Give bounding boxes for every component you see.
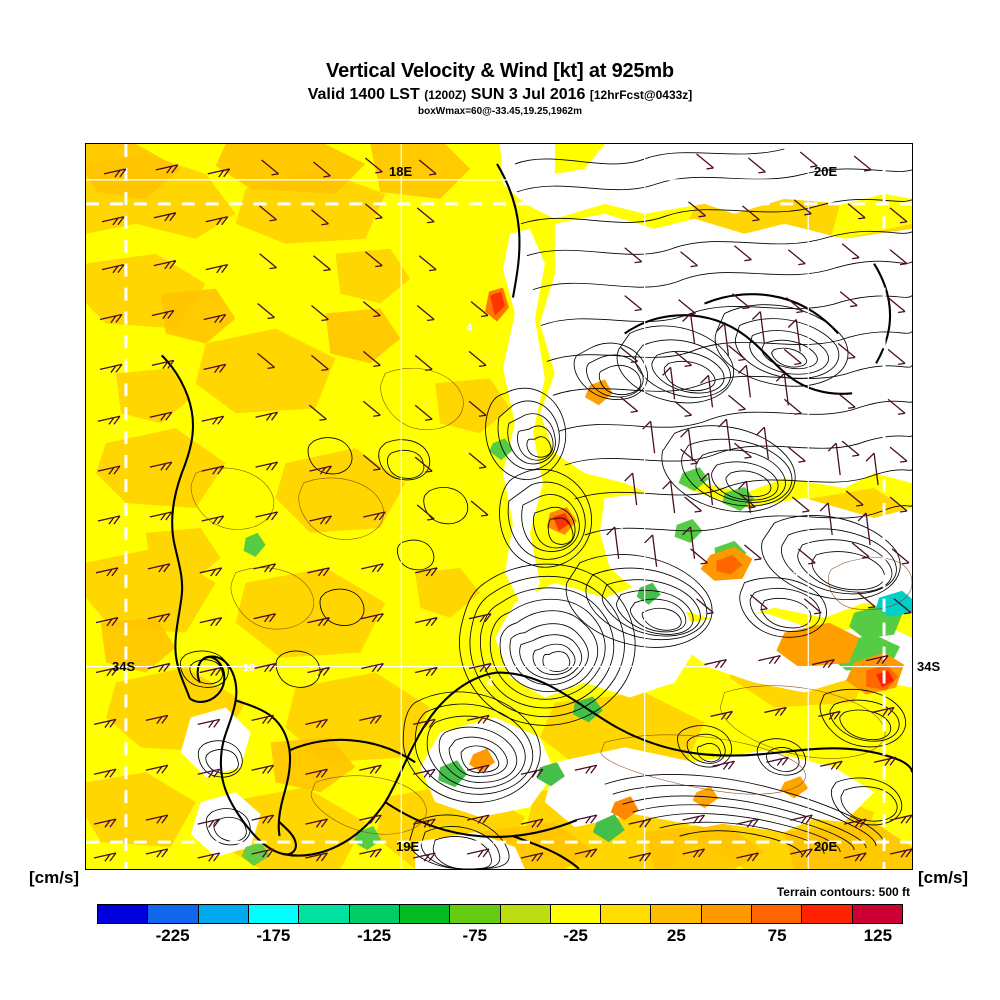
lon-label-19e-bottom: 19E [396, 839, 420, 854]
colorbar-segment[interactable] [550, 905, 602, 923]
colorbar-tick: -75 [462, 926, 488, 945]
colorbar-segment[interactable] [198, 905, 249, 923]
colorbar-segment[interactable] [500, 905, 551, 923]
colorbar-segment[interactable] [98, 905, 149, 923]
forecast-stamp: [12hrFcst@0433z] [589, 88, 693, 102]
colorbar-segment[interactable] [852, 905, 902, 923]
contour-value-label: 4 [544, 662, 551, 675]
lon-label-20e-top: 20E [814, 164, 838, 179]
map-panel[interactable]: 18E 20E 19E 20E 10 4 1 4 4 4 [85, 143, 913, 870]
map-canvas [86, 144, 912, 869]
colorbar-segment[interactable] [148, 905, 199, 923]
contour-value-label: 4 [465, 321, 473, 334]
colorbar-segment[interactable] [349, 905, 400, 923]
title-block: Vertical Velocity & Wind [kt] at 925mb V… [0, 60, 1000, 117]
colorbar-tick-labels: -225 -175 -125 -75 -25 25 75 125 [97, 926, 903, 950]
colorbar-segment[interactable] [299, 905, 350, 923]
colorbar-tick: -225 [155, 926, 190, 945]
terrain-contour-note: Terrain contours: 500 ft [774, 885, 912, 899]
lon-label-18e: 18E [389, 164, 413, 179]
valid-time-local: Valid 1400 LST [307, 86, 420, 103]
colorbar-segment[interactable] [248, 905, 300, 923]
colorbar-segment[interactable] [752, 905, 803, 923]
contour-value-label: 4 [792, 568, 799, 581]
valid-time-subtitle: Valid 1400 LST (1200Z) SUN 3 Jul 2016 [1… [0, 86, 1000, 104]
colorbar-tick: -25 [563, 926, 588, 945]
colorbar-segment[interactable] [802, 905, 853, 923]
colorbar-segment[interactable] [651, 905, 702, 923]
valid-day: SUN 3 Jul 2016 [470, 86, 586, 103]
colorbar-segment[interactable] [601, 905, 652, 923]
page-title: Vertical Velocity & Wind [kt] at 925mb [326, 60, 674, 82]
unit-label-right: [cm/s] [918, 868, 969, 887]
colorbar-segment[interactable] [450, 905, 501, 923]
contour-value-label: 1 [618, 524, 625, 537]
colorbar-tick: -125 [357, 926, 392, 945]
valid-time-utc: (1200Z) [424, 88, 467, 102]
lat-label-34s-right: 34S [917, 659, 941, 674]
colorbar[interactable] [97, 904, 903, 924]
colorbar-tick: 75 [767, 926, 787, 945]
box-max-annotation: boxWmax=60@-33.45,19.25,1962m [417, 106, 583, 117]
colorbar-tick: 25 [666, 926, 686, 945]
colorbar-segment[interactable] [399, 905, 451, 923]
contour-value-label: 4 [486, 676, 493, 689]
unit-label-left: [cm/s] [29, 868, 80, 887]
colorbar-segment[interactable] [701, 905, 753, 923]
lon-label-20e-bottom: 20E [814, 839, 838, 854]
colorbar-tick: -175 [256, 926, 291, 945]
colorbar-tick: 125 [863, 926, 893, 945]
contour-value-label: 10 [242, 662, 256, 675]
lat-label-34s-left: 34S [112, 659, 136, 674]
